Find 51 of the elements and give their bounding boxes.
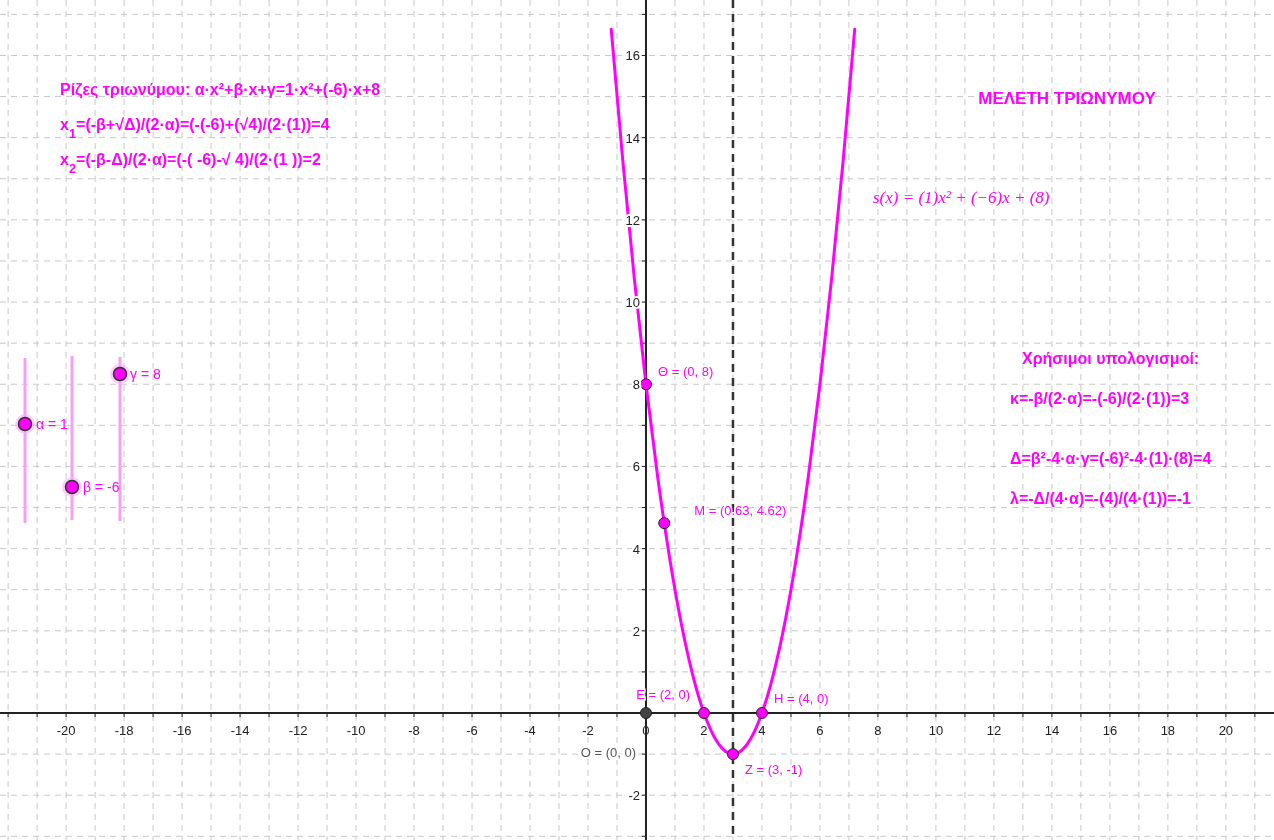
- x-tick-label: 8: [874, 723, 882, 739]
- x-tick-label: -20: [56, 723, 76, 739]
- x-tick-label: 20: [1218, 723, 1234, 739]
- x-tick-label: 18: [1160, 723, 1176, 739]
- annotation: Z = (3, -1): [744, 762, 803, 778]
- annotation: β = -6: [83, 479, 120, 495]
- annotation: E = (2, 0): [636, 687, 690, 703]
- y-tick-label: 14: [625, 130, 640, 146]
- annotation: M = (0.63, 4.62): [694, 503, 787, 519]
- y-tick-label: 4: [632, 541, 640, 557]
- text: ΜΕΛΕΤΗ ΤΡΙΩΝΥΜΟΥ: [978, 89, 1157, 108]
- annotation: Ρίζες τριωνύμου: α·x²+β·x+γ=1·x²+(-6)·x+8: [60, 81, 381, 99]
- y-tick-label: 2: [632, 623, 640, 639]
- x-tick-label: -14: [230, 723, 250, 739]
- point: [639, 378, 652, 391]
- x-tick-label: -8: [408, 723, 420, 739]
- y-tick-label: 8: [632, 377, 640, 393]
- x-tick-label: -18: [114, 723, 134, 739]
- annotation: s(x) = (1)x² + (−6)x + (8): [873, 188, 1050, 207]
- x-tick-label: -2: [582, 723, 594, 739]
- x-tick-label: -4: [524, 723, 536, 739]
- y-tick-label: -2: [628, 788, 640, 804]
- annotation: x$_{2}$=(-β-Δ)/(2·α)=(-( -6)-√ 4)/(2·(1 ))=2: [60, 151, 321, 176]
- x-tick-label: 2: [700, 723, 708, 739]
- y-tick-label: 6: [632, 459, 640, 475]
- point: [658, 517, 671, 530]
- point: [755, 707, 768, 720]
- y-tick-label: 16: [625, 48, 640, 64]
- x-tick-label: -16: [172, 723, 192, 739]
- x-tick-label: -10: [346, 723, 366, 739]
- annotation: O = (0, 0): [580, 745, 636, 761]
- x-tick-label: 14: [1044, 723, 1060, 739]
- annotation: γ = 8: [130, 366, 161, 382]
- point: [639, 707, 652, 720]
- annotation: κ=-β/(2·α)=-(-6)/(2·(1))=3: [1010, 390, 1190, 407]
- x-tick-label: 4: [758, 723, 766, 739]
- x-tick-label: 6: [816, 723, 824, 739]
- annotation: Θ = (0, 8): [657, 364, 714, 380]
- annotation: λ=-Δ/(4·α)=-(4)/(4·(1))=-1: [1010, 490, 1192, 507]
- annotation: H = (4, 0): [773, 691, 829, 707]
- x-tick-label: -6: [466, 723, 478, 739]
- annotation: Χρήσιμοι υπολογισμοί:: [1022, 350, 1200, 367]
- x-tick-label: -12: [288, 723, 308, 739]
- point: [726, 748, 739, 761]
- x-tick-label: 10: [928, 723, 944, 739]
- annotation: Δ=β²-4·α·γ=(-6)²-4·(1)·(8)=4: [1010, 450, 1212, 467]
- annotation: x$_{1}$=(-β+√Δ)/(2·α)=(-(-6)+(√4)/(2·(1))=4: [60, 116, 330, 141]
- annotation: α = 1: [36, 416, 69, 432]
- point: [697, 707, 710, 720]
- x-tick-label: 12: [986, 723, 1002, 739]
- x-tick-label: 16: [1102, 723, 1118, 739]
